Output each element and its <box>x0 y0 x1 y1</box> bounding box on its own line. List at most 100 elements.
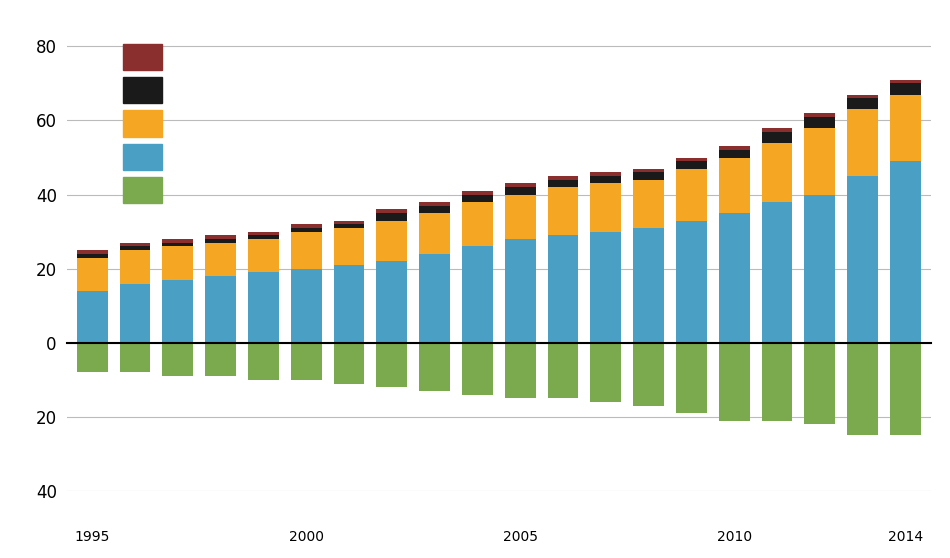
Bar <box>205 343 236 376</box>
Bar <box>162 280 193 343</box>
Bar <box>120 343 150 373</box>
Bar <box>762 128 792 132</box>
Bar <box>719 146 750 150</box>
Bar <box>376 220 408 261</box>
Bar <box>162 239 193 243</box>
Bar <box>504 184 536 187</box>
Bar <box>547 176 579 180</box>
Bar <box>205 235 236 239</box>
Bar <box>162 343 193 376</box>
Bar <box>77 254 107 258</box>
Bar <box>248 343 278 380</box>
Bar <box>633 180 664 228</box>
Bar <box>376 343 408 387</box>
FancyBboxPatch shape <box>123 44 162 70</box>
Bar <box>333 220 365 224</box>
Bar <box>248 235 278 239</box>
Bar <box>376 209 408 213</box>
Bar <box>462 343 493 395</box>
Bar <box>590 343 621 402</box>
Bar <box>291 228 321 232</box>
Bar <box>590 232 621 343</box>
Bar <box>291 269 321 343</box>
Bar <box>847 343 878 435</box>
Bar <box>590 172 621 176</box>
Bar <box>719 150 750 157</box>
FancyBboxPatch shape <box>123 177 162 203</box>
Bar <box>762 132 792 143</box>
Bar <box>333 343 365 383</box>
Bar <box>462 191 493 195</box>
Bar <box>590 176 621 184</box>
Bar <box>419 202 450 206</box>
Bar <box>590 184 621 232</box>
Bar <box>762 343 792 421</box>
Bar <box>633 343 664 406</box>
Bar <box>462 195 493 202</box>
Bar <box>291 224 321 228</box>
Bar <box>676 343 707 413</box>
Bar <box>847 109 878 176</box>
Bar <box>504 187 536 195</box>
Bar <box>120 250 150 283</box>
Bar <box>676 169 707 220</box>
Bar <box>547 343 579 398</box>
FancyBboxPatch shape <box>123 77 162 103</box>
Bar <box>805 128 835 195</box>
Bar <box>805 117 835 128</box>
Bar <box>890 161 921 343</box>
Bar <box>419 254 450 343</box>
Bar <box>719 157 750 213</box>
Bar <box>248 232 278 235</box>
Bar <box>547 187 579 235</box>
Bar <box>162 243 193 247</box>
Bar <box>120 247 150 250</box>
Bar <box>333 224 365 228</box>
Bar <box>376 213 408 220</box>
Bar <box>77 258 107 291</box>
Bar <box>805 195 835 343</box>
Bar <box>676 220 707 343</box>
Bar <box>676 161 707 169</box>
Bar <box>890 343 921 435</box>
Bar <box>77 343 107 373</box>
Bar <box>120 283 150 343</box>
Bar <box>719 343 750 421</box>
Bar <box>333 228 365 265</box>
Bar <box>248 239 278 272</box>
Bar <box>376 261 408 343</box>
Bar <box>805 113 835 117</box>
Bar <box>291 232 321 269</box>
Bar <box>890 80 921 84</box>
Bar <box>890 94 921 161</box>
Bar <box>419 213 450 254</box>
Bar <box>547 180 579 187</box>
Bar <box>762 202 792 343</box>
Bar <box>419 343 450 391</box>
Bar <box>419 206 450 213</box>
Bar <box>120 243 150 247</box>
Bar <box>633 228 664 343</box>
Bar <box>547 235 579 343</box>
Bar <box>205 243 236 276</box>
Bar <box>77 291 107 343</box>
Bar <box>205 239 236 243</box>
Bar <box>162 247 193 280</box>
FancyBboxPatch shape <box>123 110 162 137</box>
Bar <box>77 250 107 254</box>
Bar <box>847 98 878 109</box>
Bar <box>333 265 365 343</box>
Bar <box>847 176 878 343</box>
FancyBboxPatch shape <box>123 143 162 170</box>
Bar <box>205 276 236 343</box>
Bar <box>291 343 321 380</box>
Bar <box>504 343 536 398</box>
Bar <box>462 247 493 343</box>
Bar <box>719 213 750 343</box>
Bar <box>890 84 921 94</box>
Bar <box>847 94 878 98</box>
Bar <box>633 169 664 172</box>
Bar <box>805 343 835 424</box>
Bar <box>676 157 707 161</box>
Bar <box>504 195 536 239</box>
